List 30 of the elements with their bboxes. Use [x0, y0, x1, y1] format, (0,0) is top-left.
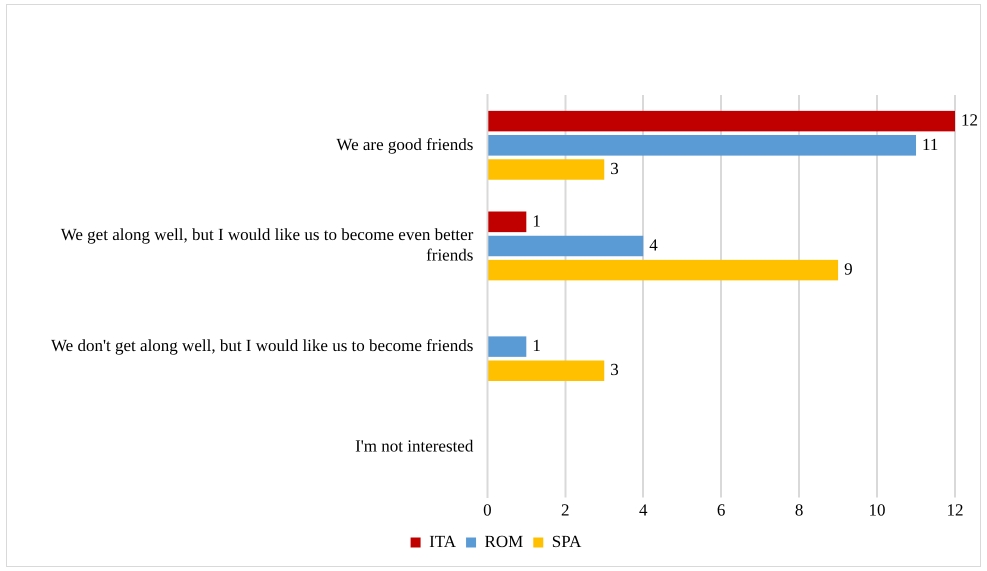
y-tick-label: We get along well, but I would like us to become even better friends: [60, 225, 474, 265]
x-tick-label: 4: [638, 500, 648, 520]
legend-label: SPA: [552, 532, 582, 551]
x-tick-label: 8: [794, 500, 804, 520]
bar: [488, 135, 916, 156]
bar: [488, 336, 526, 357]
x-tick-label: 0: [483, 500, 492, 520]
y-tick-label: We don't get along well, but I would like us to become friends: [50, 336, 474, 356]
bar: [488, 159, 604, 180]
data-label: 1: [532, 211, 541, 230]
bar: [488, 212, 526, 232]
bar: [488, 360, 604, 382]
data-label: 3: [610, 360, 619, 380]
data-label: 4: [649, 235, 658, 254]
legend-label: ITA: [429, 532, 457, 551]
data-label: 12: [961, 110, 978, 130]
x-tick-label: 2: [561, 500, 570, 520]
x-tick-label: 12: [946, 500, 964, 520]
data-label: 9: [844, 260, 853, 279]
bar: [488, 260, 838, 280]
data-label: 3: [610, 158, 619, 178]
y-tick-label: We are good friends: [336, 134, 474, 154]
bar: [488, 110, 955, 132]
y-tick-label: I'm not interested: [355, 436, 474, 456]
data-label: 1: [532, 336, 541, 356]
data-label: 11: [922, 134, 938, 154]
legend-label: ROM: [484, 532, 524, 551]
x-tick-label: 10: [868, 500, 886, 520]
bar: [488, 236, 644, 256]
x-tick-label: 6: [716, 500, 726, 520]
